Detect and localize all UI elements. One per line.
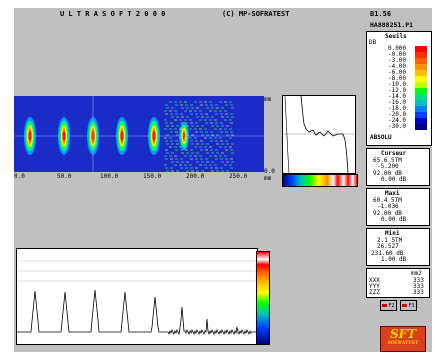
scale-value: -0.00: [387, 51, 407, 58]
stats-value-3: 333: [413, 289, 424, 296]
title-bar: U L T R A S O F T 2 0 0 0 (C) MP-SOFRATE…: [14, 8, 432, 20]
cscan-panel[interactable]: [14, 96, 264, 172]
cscan-y-zero: 0.0: [264, 168, 275, 175]
logo-sub-text: SOFRATEST: [387, 341, 419, 346]
ascan-panel[interactable]: [16, 248, 258, 345]
cscan-y-unit-bottom: mm: [264, 175, 272, 182]
logo-main-text: SFT: [389, 327, 417, 341]
mini-a: 231.60 dB: [371, 250, 404, 257]
scale-value: -16.0: [387, 99, 407, 106]
scale-swatch[interactable]: [415, 94, 427, 100]
scale-value: -12.0: [387, 87, 407, 94]
mini-y: 26.527: [377, 243, 399, 250]
scale-value: -10.0: [387, 81, 407, 88]
scale-value: -24.0: [387, 117, 407, 124]
scale-value: -30.0: [387, 123, 407, 130]
cscan-x-tick: 200.0: [186, 173, 205, 180]
scale-swatch[interactable]: [415, 112, 427, 118]
cursor-y: -5.200: [377, 163, 399, 170]
cscan-x-tick: 150.0: [143, 173, 162, 180]
scale-value: -3.00: [387, 57, 407, 64]
stats-unit: mm2: [411, 270, 422, 277]
scale-swatch[interactable]: [415, 58, 427, 64]
cursor-label: Curseur: [381, 150, 407, 157]
scale-values: 0.000 -0.00 -3.00 -4.00 -6.00 -8.00 -10.0 -12.0…: [381, 46, 413, 130]
cscan-x-tick: 0.0: [14, 173, 25, 180]
cscan-x-tick: 100.0: [100, 173, 119, 180]
scale-swatch[interactable]: [415, 76, 427, 82]
scale-swatches: [415, 46, 427, 130]
f2-icon: [382, 304, 388, 307]
maxi-box: Maxi 60.4 5TM -1.036 92.00 dB 0.00 dB: [366, 188, 430, 226]
threshold-scale-box[interactable]: Seuils DB 0.000 -0.00 -3.00 -4.00 -6.00 -8.00…: [366, 31, 432, 146]
maxi-x: 60.4 5TM: [373, 197, 402, 204]
version-text: B1.56: [370, 10, 392, 18]
cursor-box: Curseur 65.6 5TM -5.200 92.00 dB 0.00 dB: [366, 148, 430, 186]
profile-trace: [283, 95, 355, 174]
scale-swatch[interactable]: [415, 46, 427, 52]
mini-box: Mini 2.1 5TM 26.527 231.60 dB 1.00 dB: [366, 228, 430, 266]
stats-label-3: ZZZ: [369, 289, 380, 296]
cscan-y-unit-top: mm: [264, 96, 272, 103]
maxi-y: -1.036: [377, 203, 399, 210]
scale-swatch[interactable]: [415, 100, 427, 106]
maxi-b: 0.00 dB: [381, 216, 407, 223]
scale-swatch[interactable]: [415, 82, 427, 88]
scale-value: -4.00: [387, 63, 407, 70]
f3-label: F3: [408, 302, 415, 309]
stats-value-2: 333: [413, 283, 424, 290]
app-title: U L T R A S O F T 2 0 0 0: [60, 10, 166, 18]
ascan-trace: [17, 260, 257, 336]
copyright-text: (C) MP-SOFRATEST: [222, 10, 290, 18]
mini-x: 2.1 5TM: [377, 237, 403, 244]
scale-value: -20.0: [387, 111, 407, 118]
cursor-b: 0.00 dB: [381, 176, 407, 183]
f3-icon: [402, 304, 408, 307]
ascan-color-strip: [256, 251, 270, 345]
scale-unit: DB: [369, 39, 377, 46]
scale-title: Seuils: [385, 33, 407, 40]
scale-swatch[interactable]: [415, 52, 427, 58]
cscan-image[interactable]: [14, 96, 264, 172]
scale-value: 0.000: [387, 45, 407, 52]
stats-box: mm2 XXX 333 YYY 333 ZZZ 333: [366, 268, 430, 298]
scale-swatch[interactable]: [415, 124, 427, 130]
cscan-x-tick: 50.0: [57, 173, 72, 180]
maxi-a: 92.00 dB: [373, 210, 402, 217]
scale-value: -14.0: [387, 93, 407, 100]
profile-panel[interactable]: [282, 95, 356, 174]
maxi-label: Maxi: [385, 190, 400, 197]
mini-b: 1.00 dB: [381, 256, 407, 263]
f2-button[interactable]: F2: [380, 300, 397, 311]
scale-swatch[interactable]: [415, 70, 427, 76]
scale-swatch[interactable]: [415, 106, 427, 112]
f3-button[interactable]: F3: [400, 300, 417, 311]
scale-mode: ABSOLU: [370, 134, 392, 141]
scale-value: -8.00: [387, 75, 407, 82]
scale-value: -18.0: [387, 105, 407, 112]
scale-swatch[interactable]: [415, 118, 427, 124]
cscan-x-tick: 250.0: [229, 173, 248, 180]
scale-swatch[interactable]: [415, 64, 427, 70]
profile-color-strip: [282, 174, 358, 187]
mini-label: Mini: [385, 230, 400, 237]
f2-label: F2: [388, 302, 395, 309]
stats-label-2: YYY: [369, 283, 380, 290]
cursor-x: 65.6 5TM: [373, 157, 402, 164]
stats-value-1: 333: [413, 277, 424, 284]
file-name: HA888251.P1: [370, 21, 414, 29]
scale-swatch[interactable]: [415, 88, 427, 94]
scale-value: -6.00: [387, 69, 407, 76]
sofratest-logo: SFT SOFRATEST: [380, 326, 426, 352]
application-window: U L T R A S O F T 2 0 0 0 (C) MP-SOFRATE…: [14, 8, 432, 352]
stats-label-1: XXX: [369, 277, 380, 284]
cursor-a: 92.00 dB: [373, 170, 402, 177]
